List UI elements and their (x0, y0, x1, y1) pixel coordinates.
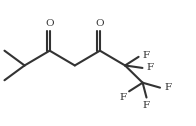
Text: F: F (164, 83, 171, 92)
Text: F: F (143, 51, 150, 60)
Text: F: F (143, 101, 150, 110)
Text: O: O (96, 19, 104, 28)
Text: O: O (45, 19, 54, 28)
Text: F: F (147, 63, 154, 72)
Text: F: F (119, 93, 126, 102)
